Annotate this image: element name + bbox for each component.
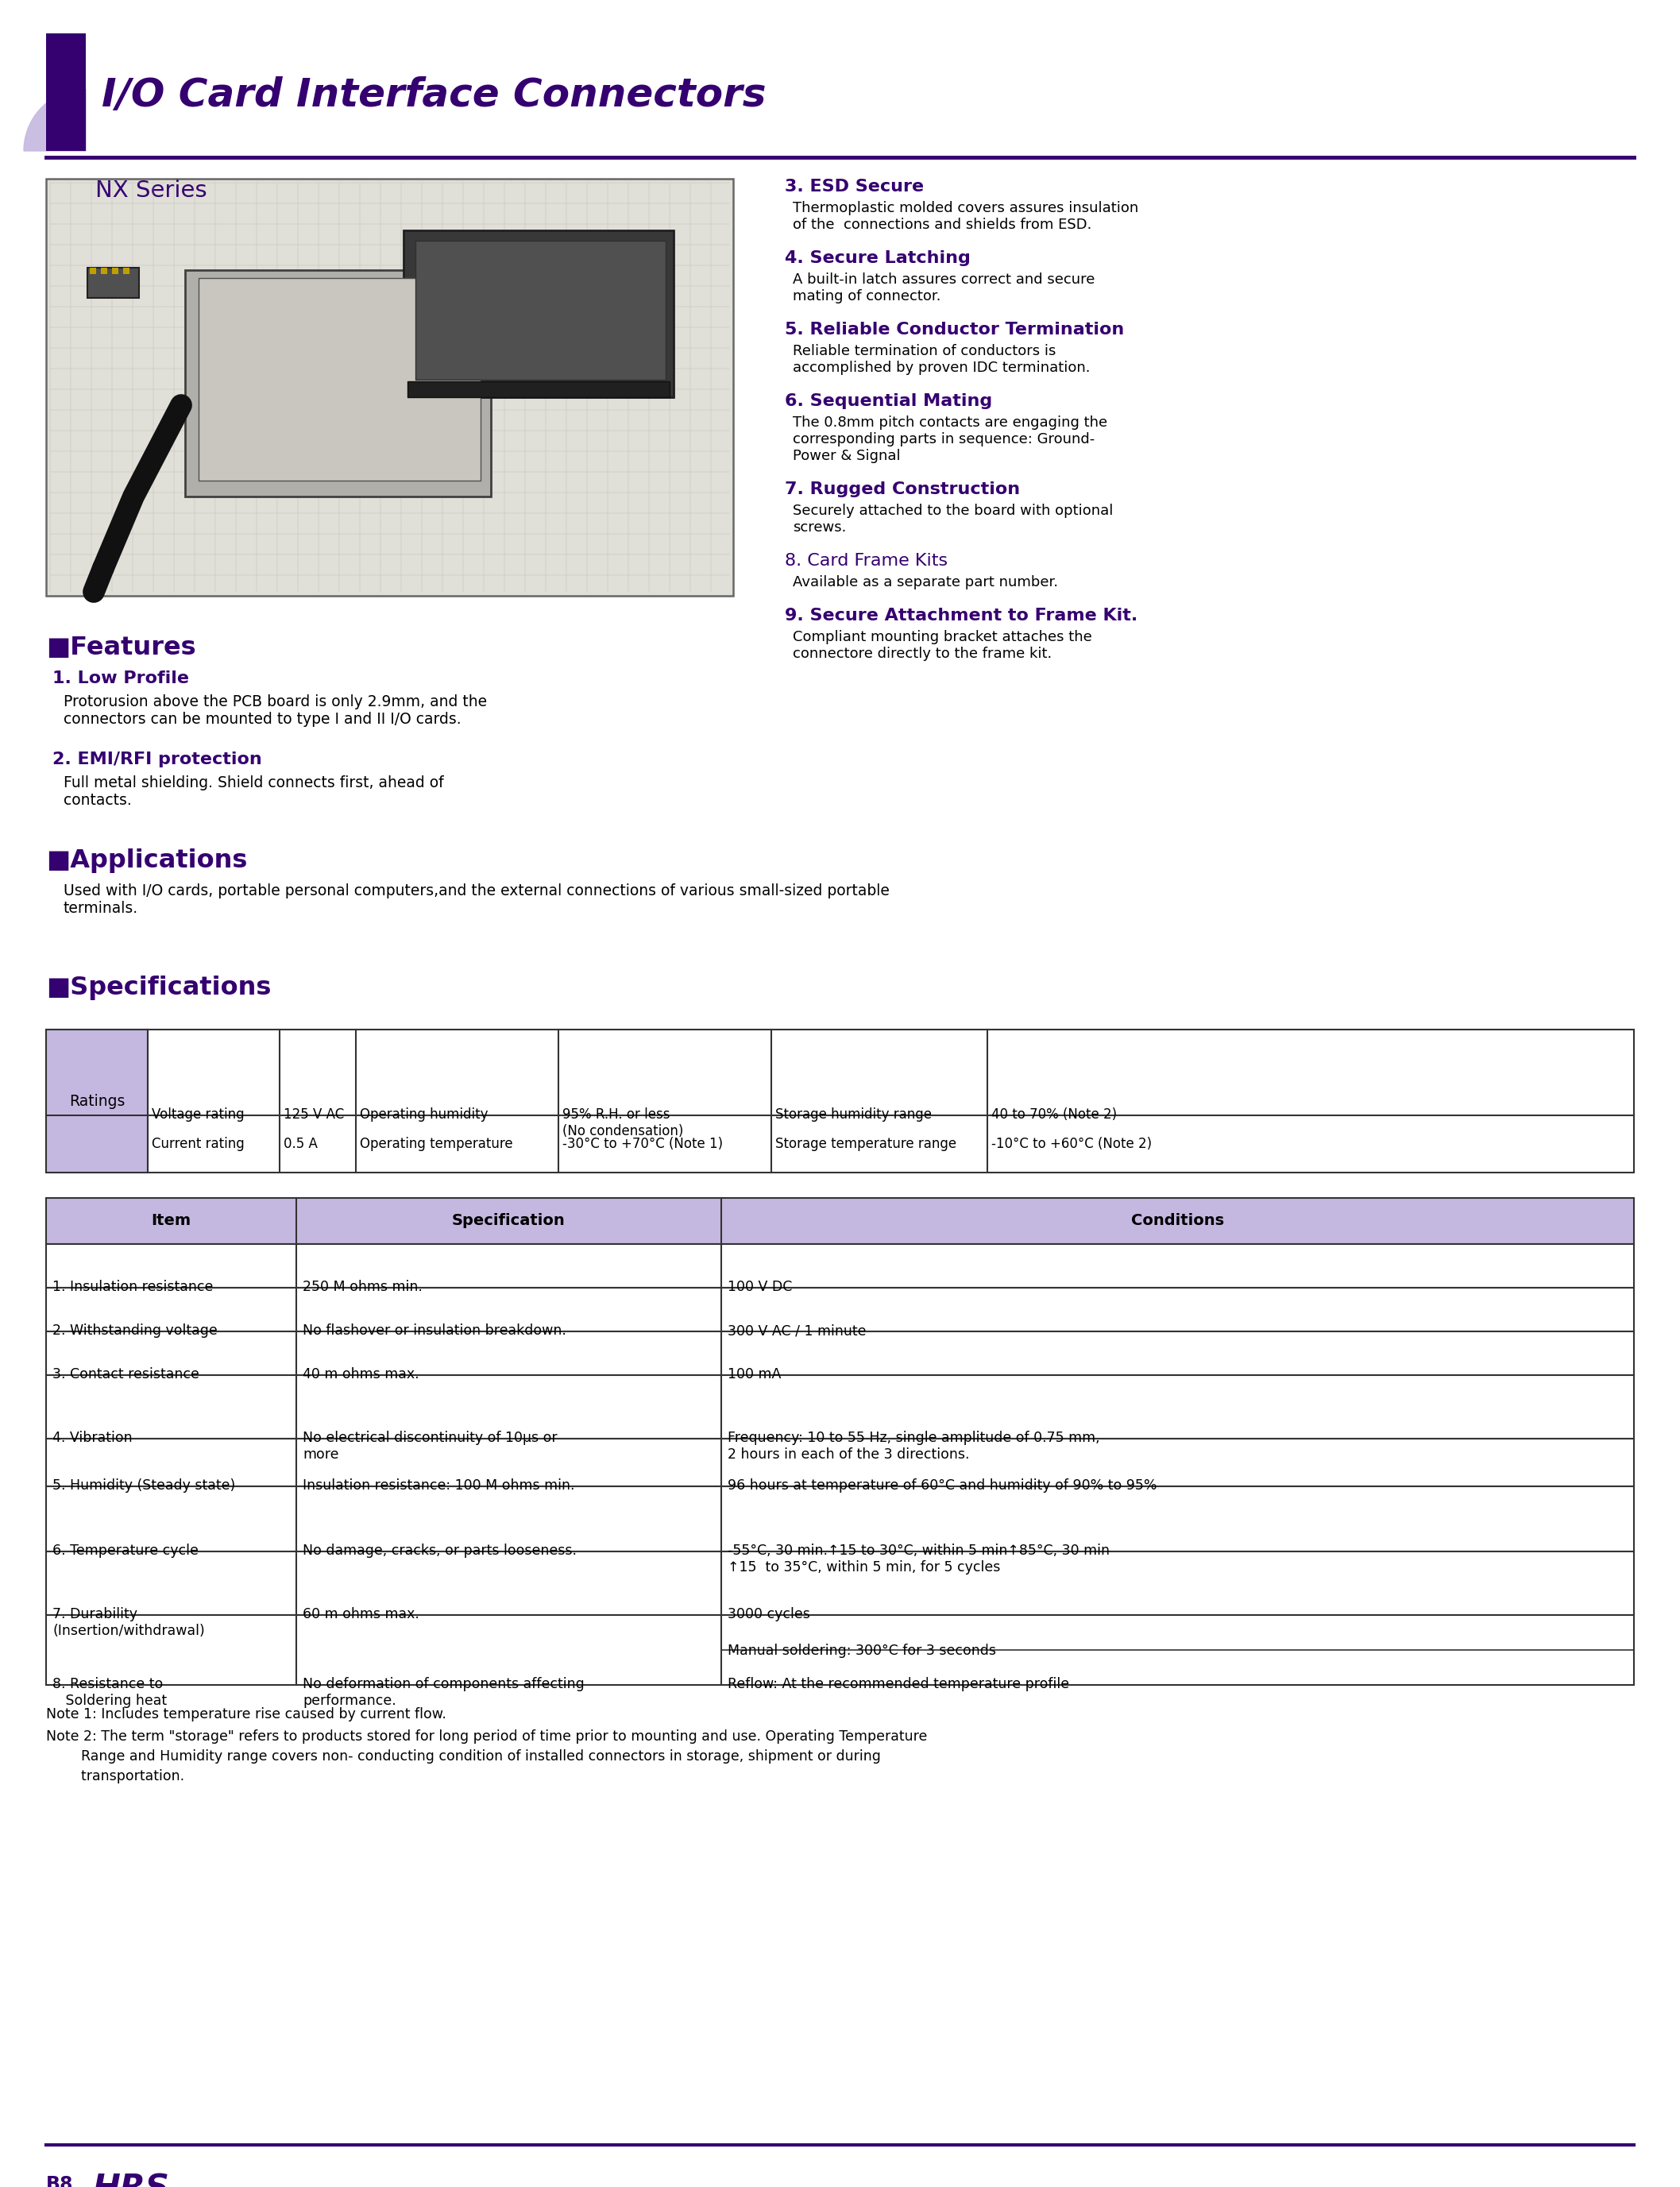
Text: Operating humidity: Operating humidity xyxy=(360,1107,489,1122)
Text: Note 2: The term "storage" refers to products stored for long period of time pri: Note 2: The term "storage" refers to pro… xyxy=(45,1730,927,1743)
Text: Note 1: Includes temperature rise caused by current flow.: Note 1: Includes temperature rise caused… xyxy=(45,1708,447,1721)
Text: NX Series: NX Series xyxy=(96,179,207,201)
Text: Thermoplastic molded covers assures insulation
of the  connections and shields f: Thermoplastic molded covers assures insu… xyxy=(793,201,1139,232)
Text: ■Specifications: ■Specifications xyxy=(45,975,270,999)
Text: 3. Contact resistance: 3. Contact resistance xyxy=(52,1367,200,1382)
Text: A built-in latch assures correct and secure
mating of connector.: A built-in latch assures correct and sec… xyxy=(793,273,1095,304)
Text: 4. Vibration: 4. Vibration xyxy=(52,1430,133,1446)
Text: -10°C to +60°C (Note 2): -10°C to +60°C (Note 2) xyxy=(991,1137,1152,1150)
Text: Reliable termination of conductors is
accomplished by proven IDC termination.: Reliable termination of conductors is ac… xyxy=(793,343,1090,374)
Text: 250 M ohms min.: 250 M ohms min. xyxy=(302,1279,422,1295)
Bar xyxy=(45,1244,1635,1288)
Text: 6. Sequential Mating: 6. Sequential Mating xyxy=(785,394,993,409)
Text: 40 m ohms max.: 40 m ohms max. xyxy=(302,1367,418,1382)
Text: Storage temperature range: Storage temperature range xyxy=(774,1137,956,1150)
Text: 5. Humidity (Steady state): 5. Humidity (Steady state) xyxy=(52,1478,235,1494)
Text: Securely attached to the board with optional
screws.: Securely attached to the board with opti… xyxy=(793,503,1114,534)
Text: ■Features: ■Features xyxy=(45,636,197,660)
Text: 1. Insulation resistance: 1. Insulation resistance xyxy=(52,1279,213,1295)
Bar xyxy=(45,1551,1635,1614)
Text: 1. Low Profile: 1. Low Profile xyxy=(52,671,190,687)
Text: Item: Item xyxy=(151,1214,192,1229)
Text: Frequency: 10 to 55 Hz, single amplitude of 0.75 mm,
2 hours in each of the 3 di: Frequency: 10 to 55 Hz, single amplitude… xyxy=(727,1430,1100,1461)
Bar xyxy=(45,1439,1635,1487)
Text: Compliant mounting bracket attaches the
connectore directly to the frame kit.: Compliant mounting bracket attaches the … xyxy=(793,630,1092,660)
Text: 95% R.H. or less
(No condensation): 95% R.H. or less (No condensation) xyxy=(563,1107,684,1137)
Bar xyxy=(45,1288,1635,1332)
Bar xyxy=(45,33,86,151)
Text: B8: B8 xyxy=(45,2176,74,2187)
Bar xyxy=(45,1376,1635,1439)
Text: 96 hours at temperature of 60°C and humidity of 90% to 95%: 96 hours at temperature of 60°C and humi… xyxy=(727,1478,1158,1494)
Text: Range and Humidity range covers non- conducting condition of installed connector: Range and Humidity range covers non- con… xyxy=(45,1750,880,1763)
Text: ■Applications: ■Applications xyxy=(45,849,247,873)
Text: 4. Secure Latching: 4. Secure Latching xyxy=(785,249,971,267)
Text: -55°C, 30 min.↑15 to 30°C, within 5 min↑85°C, 30 min
↑15  to 35°C, within 5 min,: -55°C, 30 min.↑15 to 30°C, within 5 min↑… xyxy=(727,1544,1110,1575)
Bar xyxy=(185,271,491,496)
Polygon shape xyxy=(24,90,86,151)
Text: 300 V AC / 1 minute: 300 V AC / 1 minute xyxy=(727,1323,867,1338)
Text: No damage, cracks, or parts looseness.: No damage, cracks, or parts looseness. xyxy=(302,1544,576,1557)
Bar xyxy=(123,267,129,273)
Text: Insulation resistance: 100 M ohms min.: Insulation resistance: 100 M ohms min. xyxy=(302,1478,575,1494)
Text: Full metal shielding. Shield connects first, ahead of
contacts.: Full metal shielding. Shield connects fi… xyxy=(64,776,444,807)
Text: 5. Reliable Conductor Termination: 5. Reliable Conductor Termination xyxy=(785,321,1124,337)
Text: Reflow: At the recommended temperature profile: Reflow: At the recommended temperature p… xyxy=(727,1677,1068,1691)
Text: 8. Card Frame Kits: 8. Card Frame Kits xyxy=(785,553,948,569)
Text: No electrical discontinuity of 10μs or
more: No electrical discontinuity of 10μs or m… xyxy=(302,1430,558,1461)
Text: Current rating: Current rating xyxy=(151,1137,245,1150)
Text: Manual soldering: 300°C for 3 seconds: Manual soldering: 300°C for 3 seconds xyxy=(727,1645,996,1658)
Text: No flashover or insulation breakdown.: No flashover or insulation breakdown. xyxy=(302,1323,566,1338)
Text: 100 V DC: 100 V DC xyxy=(727,1279,793,1295)
Bar xyxy=(101,267,108,273)
Text: Storage humidity range: Storage humidity range xyxy=(774,1107,932,1122)
Bar xyxy=(415,241,665,381)
Text: No deformation of components affecting
performance.: No deformation of components affecting p… xyxy=(302,1677,585,1708)
Text: 125 V AC: 125 V AC xyxy=(284,1107,344,1122)
Text: Used with I/O cards, portable personal computers,and the external connections of: Used with I/O cards, portable personal c… xyxy=(64,884,889,916)
Bar xyxy=(45,1487,1635,1551)
Text: 7. Durability
(Insertion/withdrawal): 7. Durability (Insertion/withdrawal) xyxy=(52,1607,205,1638)
Text: 3. ESD Secure: 3. ESD Secure xyxy=(785,179,924,195)
Bar xyxy=(198,278,480,481)
Text: transportation.: transportation. xyxy=(45,1769,185,1782)
Text: 60 m ohms max.: 60 m ohms max. xyxy=(302,1607,420,1621)
Text: 6. Temperature cycle: 6. Temperature cycle xyxy=(52,1544,198,1557)
Bar xyxy=(403,230,674,398)
Bar xyxy=(45,1030,1635,1172)
Text: Ratings: Ratings xyxy=(69,1094,124,1109)
Bar xyxy=(45,1198,1635,1244)
Text: I/O Card Interface Connectors: I/O Card Interface Connectors xyxy=(102,77,766,114)
Bar xyxy=(89,267,96,273)
Text: Available as a separate part number.: Available as a separate part number. xyxy=(793,575,1058,590)
Bar xyxy=(45,179,732,595)
Text: Voltage rating: Voltage rating xyxy=(151,1107,244,1122)
Text: 2. Withstanding voltage: 2. Withstanding voltage xyxy=(52,1323,217,1338)
Text: Operating temperature: Operating temperature xyxy=(360,1137,512,1150)
Text: Specification: Specification xyxy=(452,1214,566,1229)
Bar xyxy=(87,267,139,297)
Text: 2. EMI/RFI protection: 2. EMI/RFI protection xyxy=(52,752,262,768)
Text: Conditions: Conditions xyxy=(1131,1214,1225,1229)
Text: 0.5 A: 0.5 A xyxy=(284,1137,318,1150)
Text: Protorusion above the PCB board is only 2.9mm, and the
connectors can be mounted: Protorusion above the PCB board is only … xyxy=(64,693,487,726)
Text: The 0.8mm pitch contacts are engaging the
corresponding parts in sequence: Groun: The 0.8mm pitch contacts are engaging th… xyxy=(793,416,1107,464)
Text: HRS: HRS xyxy=(92,2172,170,2187)
Bar xyxy=(45,1030,148,1172)
Bar xyxy=(113,267,118,273)
Text: 7. Rugged Construction: 7. Rugged Construction xyxy=(785,481,1020,496)
Bar xyxy=(45,1614,1635,1684)
Text: -30°C to +70°C (Note 1): -30°C to +70°C (Note 1) xyxy=(563,1137,722,1150)
Text: 100 mA: 100 mA xyxy=(727,1367,781,1382)
Text: 9. Secure Attachment to Frame Kit.: 9. Secure Attachment to Frame Kit. xyxy=(785,608,1137,623)
Text: 3000 cycles: 3000 cycles xyxy=(727,1607,810,1621)
Bar xyxy=(45,1332,1635,1376)
Text: 40 to 70% (Note 2): 40 to 70% (Note 2) xyxy=(991,1107,1117,1122)
Text: 8. Resistance to
   Soldering heat: 8. Resistance to Soldering heat xyxy=(52,1677,166,1708)
Bar xyxy=(408,381,670,398)
